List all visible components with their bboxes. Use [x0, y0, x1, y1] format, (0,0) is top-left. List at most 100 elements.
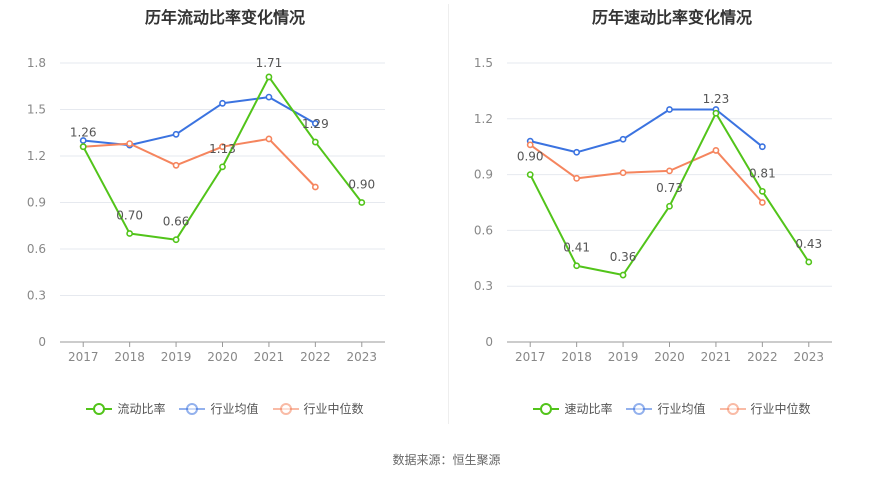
x-tick-label: 2023: [794, 350, 825, 364]
legend-label: 流动比率: [117, 402, 166, 416]
y-tick-label: 0.3: [474, 279, 493, 293]
legend-label: 行业均值: [657, 402, 706, 416]
x-tick-label: 2019: [161, 350, 192, 364]
series-line: [83, 96, 316, 147]
y-tick-label: 0.6: [27, 242, 46, 256]
y-tick-label: 1.5: [27, 103, 46, 117]
data-point: [666, 167, 673, 175]
data-label: 0.90: [348, 178, 375, 192]
data-point: [172, 161, 180, 169]
data-label: 1.13: [209, 142, 236, 156]
y-tick-label: 0.9: [27, 196, 46, 210]
quick-ratio-plot: 0 0.3 0.6 0.9 1.2 1.5 2017 2018 2019 2020 2021 2022…: [474, 56, 832, 364]
legend-label: 行业均值: [210, 402, 259, 416]
x-tick-label: 2021: [701, 350, 732, 364]
data-point: [573, 174, 581, 182]
chart-title: 历年流动比率变化情况: [144, 8, 305, 27]
series-line: [529, 144, 764, 204]
data-point: [758, 187, 766, 195]
legend-item[interactable]: 速动比率: [533, 400, 612, 417]
current-ratio-chart: 历年流动比率变化情况 0 0.3 0.6 0.9 1.2 1.5 1.8 2017 2018 20…: [5, 0, 445, 430]
legend-item[interactable]: 流动比率: [86, 400, 165, 417]
x-tick-label: 2018: [114, 350, 145, 364]
data-label: 1.26: [70, 126, 97, 140]
data-point: [265, 93, 273, 101]
y-tick-label: 0.9: [474, 168, 493, 182]
divider: [448, 4, 449, 424]
data-point: [573, 148, 581, 156]
legend: 速动比率 行业均值 行业中位数: [452, 400, 892, 417]
data-point: [311, 138, 319, 146]
data-label: 1.71: [256, 56, 283, 70]
series-line: [529, 108, 763, 154]
data-point: [573, 262, 581, 270]
data-label: 0.36: [610, 250, 637, 264]
x-tick-label: 2018: [561, 350, 592, 364]
legend-item[interactable]: 行业中位数: [272, 400, 364, 417]
legend-line-circle-icon: [272, 402, 299, 415]
data-point: [619, 169, 627, 177]
data-point: [526, 141, 534, 149]
data-point: [712, 109, 720, 117]
x-tick-label: 2022: [747, 350, 778, 364]
data-point: [311, 183, 319, 191]
data-point: [358, 199, 366, 206]
legend-label: 速动比率: [564, 402, 613, 416]
data-label: 1.23: [703, 92, 730, 106]
data-point: [311, 120, 319, 127]
data-label: 0.73: [656, 181, 683, 195]
current-ratio-plot: 0 0.3 0.6 0.9 1.2 1.5 1.8 2017 2018 2019 2020 2021 2…: [27, 56, 385, 364]
data-label: 0.43: [795, 237, 822, 251]
legend-line-circle-icon: [626, 402, 653, 415]
data-point: [265, 73, 273, 81]
y-tick-label: 1.8: [27, 56, 46, 70]
legend-item[interactable]: 行业均值: [179, 400, 259, 417]
chart-title: 历年速动比率变化情况: [591, 8, 752, 27]
data-point: [219, 99, 226, 107]
data-point: [712, 147, 720, 154]
legend-line-circle-icon: [533, 402, 560, 415]
y-tick-label: 1.2: [474, 112, 493, 126]
data-label: 0.70: [116, 209, 143, 223]
y-tick-label: 0.3: [27, 289, 46, 303]
data-point: [79, 143, 87, 151]
data-point: [758, 199, 766, 206]
legend-item[interactable]: 行业均值: [626, 400, 706, 417]
data-label: 0.41: [563, 241, 590, 255]
y-tick-label: 0.6: [474, 223, 493, 237]
data-point: [126, 140, 134, 147]
x-tick-label: 2017: [68, 350, 99, 364]
data-point: [619, 271, 627, 279]
y-tick-label: 1.2: [27, 149, 46, 163]
quick-ratio-chart: 历年速动比率变化情况 0 0.3 0.6 0.9 1.2 1.5 2017 2018 2019 2…: [452, 0, 892, 430]
data-point: [758, 143, 766, 151]
data-point: [666, 106, 673, 113]
legend-line-circle-icon: [86, 402, 113, 415]
data-point: [172, 130, 180, 138]
x-tick-label: 2022: [300, 350, 331, 364]
y-tick-label: 0: [38, 335, 46, 349]
data-point: [172, 236, 180, 244]
x-tick-label: 2020: [654, 350, 685, 364]
x-tick-label: 2020: [207, 350, 238, 364]
data-point: [79, 137, 87, 144]
y-tick-label: 0: [485, 335, 493, 349]
data-label: 0.81: [749, 166, 776, 180]
series-line: [83, 137, 317, 188]
x-tick-label: 2021: [254, 350, 285, 364]
x-tick-label: 2017: [515, 350, 546, 364]
y-tick-label: 1.5: [474, 56, 493, 70]
data-source: 数据来源：恒生聚源: [392, 453, 501, 467]
data-point: [619, 135, 627, 143]
data-label: 1.29: [302, 117, 329, 131]
x-tick-label: 2023: [347, 350, 378, 364]
data-point: [219, 163, 226, 171]
data-point: [126, 230, 134, 237]
data-point: [526, 171, 534, 178]
x-tick-label: 2019: [608, 350, 639, 364]
legend-item[interactable]: 行业中位数: [719, 400, 811, 417]
legend-label: 行业中位数: [303, 402, 364, 416]
legend-line-circle-icon: [719, 402, 746, 415]
legend: 流动比率 行业均值 行业中位数: [5, 400, 445, 417]
data-point: [265, 135, 273, 143]
